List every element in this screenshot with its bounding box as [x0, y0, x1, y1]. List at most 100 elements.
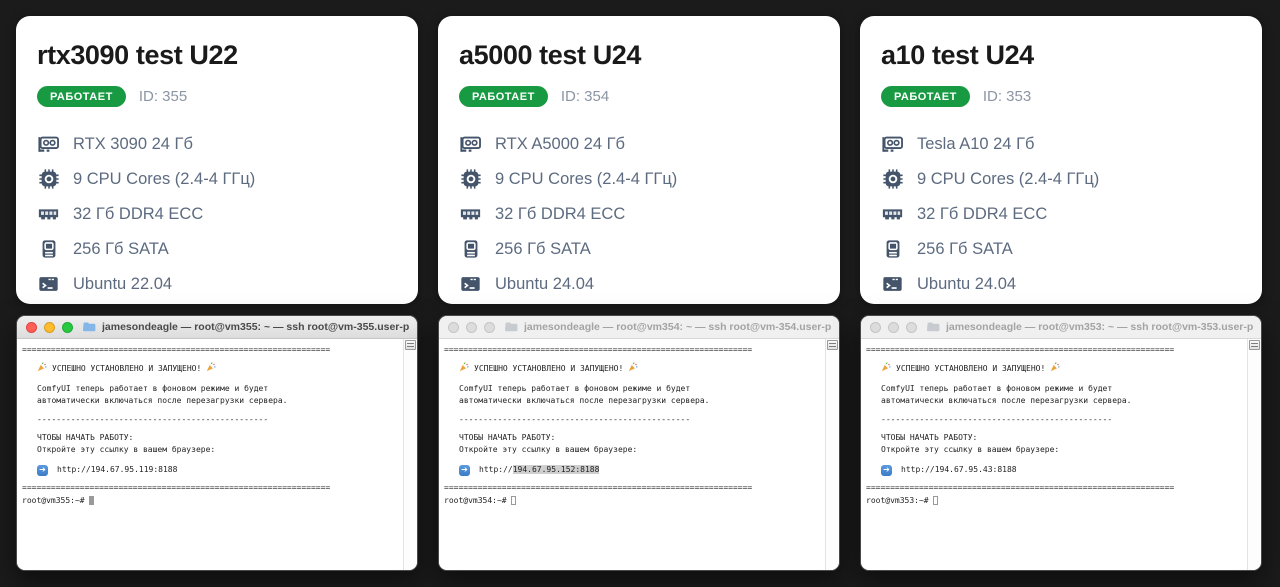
success-text: УСПЕШНО УСТАНОВЛЕНО И ЗАПУЩЕНО!: [896, 364, 1046, 374]
minimize-button[interactable]: [44, 321, 55, 333]
terminal-window-vm355: jamesondeagle — root@vm355: ~ — ssh root…: [16, 315, 418, 571]
cpu-icon: [459, 168, 482, 190]
split-pane-button[interactable]: [1249, 340, 1260, 350]
spec-text: RTX 3090 24 Гб: [73, 134, 193, 153]
scrollbar-track[interactable]: [403, 339, 417, 570]
prompt-text: root@vm355:~#: [22, 495, 85, 505]
server-title: a10 test U24: [881, 40, 1034, 70]
terminal-titlebar[interactable]: jamesondeagle — root@vm354: ~ — ssh root…: [439, 316, 839, 339]
info-line: автоматически включаться после перезагру…: [37, 396, 288, 406]
url-line: ➔ http://194.67.95.119:8188: [22, 464, 401, 476]
gpu-icon: [881, 133, 904, 155]
separator-line: ========================================…: [866, 483, 1175, 493]
spec-ram: 32 Гб DDR4 ECC: [459, 203, 819, 225]
server-title: a5000 test U24: [459, 40, 642, 70]
minimize-button[interactable]: [466, 321, 477, 333]
zoom-button[interactable]: [906, 321, 917, 333]
server-meta: РАБОТАЕТ ID: 353: [881, 86, 1241, 107]
scrollbar-track[interactable]: [1247, 339, 1261, 570]
separator-line: ========================================…: [444, 483, 753, 493]
success-text: УСПЕШНО УСТАНОВЛЕНО И ЗАПУЩЕНО!: [474, 364, 624, 374]
gpu-icon: [459, 133, 482, 155]
server-title: rtx3090 test U22: [37, 40, 238, 70]
spec-ram: 32 Гб DDR4 ECC: [37, 203, 397, 225]
terminal-window-vm353: jamesondeagle — root@vm353: ~ — ssh root…: [860, 315, 1262, 571]
spec-text: 256 Гб SATA: [495, 239, 591, 258]
selected-text: 194.67.95.152:8188: [512, 464, 600, 474]
spec-text: RTX A5000 24 Гб: [495, 134, 625, 153]
start-subtext: Откройте эту ссылку в вашем браузере:: [459, 445, 638, 455]
scrollbar-track[interactable]: [825, 339, 839, 570]
split-pane-button[interactable]: [405, 340, 416, 350]
spec-text: Tesla A10 24 Гб: [917, 134, 1035, 153]
ram-icon: [459, 203, 482, 225]
spec-text: Ubuntu 22.04: [73, 274, 173, 293]
spec-gpu: Tesla A10 24 Гб: [881, 133, 1241, 155]
separator-line: ========================================…: [866, 345, 1175, 354]
spec-cpu: 9 CPU Cores (2.4-4 ГГц): [459, 168, 819, 190]
server-id: ID: 355: [138, 88, 188, 105]
terminal-content[interactable]: ========================================…: [17, 339, 417, 570]
spec-text: 256 Гб SATA: [73, 239, 169, 258]
server-card-vm353: a10 test U24 РАБОТАЕТ ID: 353 Tesla A10 …: [860, 16, 1262, 304]
spec-text: 32 Гб DDR4 ECC: [495, 204, 626, 223]
success-line: УСПЕШНО УСТАНОВЛЕНО И ЗАПУЩЕНО!: [866, 362, 1245, 376]
minimize-button[interactable]: [888, 321, 899, 333]
spec-gpu: RTX 3090 24 Гб: [37, 133, 397, 155]
spec-os: Ubuntu 22.04: [37, 273, 397, 295]
terminal-window-vm354: jamesondeagle — root@vm354: ~ — ssh root…: [438, 315, 840, 571]
server-card-vm355: rtx3090 test U22 РАБОТАЕТ ID: 355 RTX 30…: [16, 16, 418, 304]
arrow-right-icon: ➔: [881, 464, 892, 476]
terminal-cursor: [510, 496, 516, 506]
spec-list: Tesla A10 24 Гб 9 CPU Cores (2.4-4 ГГц) …: [881, 133, 1241, 295]
server-card-vm354: a5000 test U24 РАБОТАЕТ ID: 354 RTX A500…: [438, 16, 840, 304]
comfyui-url[interactable]: http://194.67.95.152:8188: [479, 464, 600, 474]
split-pane-button[interactable]: [827, 340, 838, 350]
zoom-button[interactable]: [62, 321, 73, 333]
spec-ram: 32 Гб DDR4 ECC: [881, 203, 1241, 225]
url-line: ➔ http://194.67.95.152:8188: [444, 464, 823, 476]
terminal-titlebar[interactable]: jamesondeagle — root@vm355: ~ — ssh root…: [17, 316, 417, 339]
party-popper-icon: [1050, 362, 1060, 376]
terminal-titlebar[interactable]: jamesondeagle — root@vm353: ~ — ssh root…: [861, 316, 1261, 339]
comfyui-url[interactable]: http://194.67.95.43:8188: [901, 464, 1017, 474]
spec-text: 32 Гб DDR4 ECC: [73, 204, 204, 223]
folder-icon: [927, 322, 940, 332]
comfyui-url[interactable]: http://194.67.95.119:8188: [57, 464, 178, 474]
terminal-content[interactable]: ========================================…: [439, 339, 839, 570]
spec-disk: 256 Гб SATA: [37, 238, 397, 260]
prompt-text: root@vm353:~#: [866, 495, 929, 505]
close-button[interactable]: [26, 321, 37, 333]
spec-text: Ubuntu 24.04: [495, 274, 595, 293]
ram-icon: [37, 203, 60, 225]
disk-icon: [459, 238, 482, 260]
zoom-button[interactable]: [484, 321, 495, 333]
url-line: ➔ http://194.67.95.43:8188: [866, 464, 1245, 476]
dash-separator: ----------------------------------------…: [459, 414, 691, 424]
party-popper-icon: [37, 362, 47, 376]
status-badge: РАБОТАЕТ: [881, 86, 970, 107]
party-popper-icon: [628, 362, 638, 376]
arrow-right-icon: ➔: [37, 464, 48, 476]
spec-text: 32 Гб DDR4 ECC: [917, 204, 1048, 223]
info-line: ComfyUI теперь работает в фоновом режиме…: [37, 383, 269, 393]
start-subtext: Откройте эту ссылку в вашем браузере:: [881, 445, 1060, 455]
close-button[interactable]: [448, 321, 459, 333]
ram-icon: [881, 203, 904, 225]
shell-prompt[interactable]: root@vm353:~#: [866, 495, 1245, 507]
start-heading: ЧТОБЫ НАЧАТЬ РАБОТУ:: [459, 433, 556, 443]
shell-prompt[interactable]: root@vm355:~#: [22, 495, 401, 507]
spec-text: 9 CPU Cores (2.4-4 ГГц): [495, 169, 678, 188]
terminal-title: jamesondeagle — root@vm354: ~ — ssh root…: [524, 321, 831, 333]
success-text: УСПЕШНО УСТАНОВЛЕНО И ЗАПУЩЕНО!: [52, 364, 202, 374]
terminal-content[interactable]: ========================================…: [861, 339, 1261, 570]
spec-disk: 256 Гб SATA: [459, 238, 819, 260]
spec-text: Ubuntu 24.04: [917, 274, 1017, 293]
terminal-os-icon: [459, 273, 482, 295]
close-button[interactable]: [870, 321, 881, 333]
info-line: автоматически включаться после перезагру…: [881, 396, 1132, 406]
spec-os: Ubuntu 24.04: [881, 273, 1241, 295]
shell-prompt[interactable]: root@vm354:~#: [444, 495, 823, 507]
party-popper-icon: [881, 362, 891, 376]
